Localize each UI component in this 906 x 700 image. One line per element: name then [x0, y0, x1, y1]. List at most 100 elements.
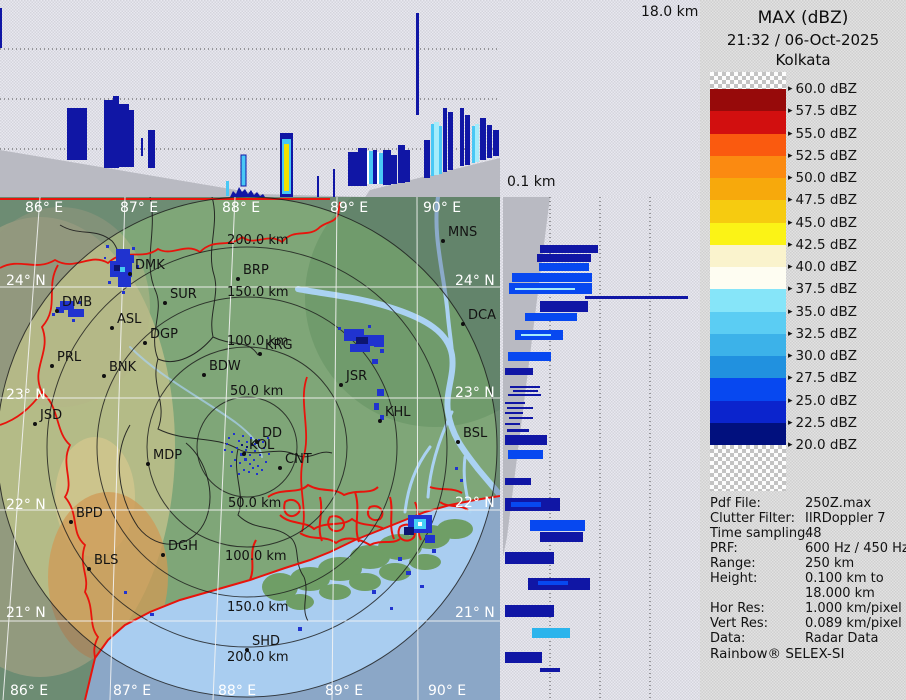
station-label: MDP: [153, 448, 183, 463]
tick-value: 25.0 dBZ: [795, 392, 857, 409]
colorbar-tick: ▸ 60.0 dBZ: [788, 81, 857, 97]
tick-value: 40.0 dBZ: [795, 259, 857, 275]
range-ring-label: 200.0 km: [227, 233, 289, 248]
tick-value: 60.0 dBZ: [795, 81, 857, 97]
metadata-value: 48: [805, 526, 822, 541]
colorbar-tick: ▸ 47.5 dBZ: [788, 192, 857, 208]
tick-arrow-icon: ▸: [788, 306, 793, 317]
station-dot: [255, 440, 259, 444]
tick-arrow-icon: ▸: [788, 262, 793, 272]
station-label: JSR: [346, 369, 368, 384]
station-dot: [146, 462, 150, 466]
station-label: CNT: [285, 452, 312, 467]
range-ring-label: 100.0 km: [225, 549, 287, 564]
station-label: BDW: [209, 359, 241, 374]
colorbar-band: [710, 356, 786, 379]
tick-arrow-icon: ▸: [788, 417, 793, 428]
station-dot: [50, 364, 54, 368]
tick-arrow-icon: ▸: [788, 284, 793, 295]
station-label: ASL: [117, 312, 142, 327]
longitude-label-bottom: 90° E: [428, 683, 467, 699]
metadata-row: Time sampling: 48: [710, 526, 900, 541]
tick-value: 52.5 dBZ: [795, 147, 857, 164]
tick-arrow-icon: ▸: [788, 106, 793, 117]
latitude-label-left: 21° N: [6, 605, 46, 621]
colorbar-tick: ▸ 25.0 dBZ: [788, 393, 857, 409]
latitude-label-left: 22° N: [6, 497, 46, 513]
station-label: DD: [262, 426, 283, 441]
metadata-label: Height:: [710, 571, 758, 586]
colorbar-band: [710, 400, 786, 423]
legend-panel: MAX (dBZ) 21:32 / 06-Oct-2025 Kolkata ▸ 6…: [700, 0, 906, 700]
metadata-value: 600 Hz / 450 Hz: [805, 541, 906, 556]
latitude-label-left: 23° N: [6, 387, 46, 403]
longitude-label-top: 90° E: [423, 200, 462, 216]
station-dot: [242, 452, 246, 456]
tick-value: 32.5 dBZ: [795, 325, 857, 342]
tick-arrow-icon: ▸: [788, 128, 793, 139]
colorbar-band: [710, 289, 786, 312]
colorbar-tick: ▸ 20.0 dBZ: [788, 437, 857, 453]
station-dot: [378, 419, 382, 423]
longitude-label-bottom: 86° E: [10, 683, 49, 699]
station-dot: [128, 272, 132, 276]
station-dot: [245, 648, 249, 652]
station-label: MNS: [448, 225, 478, 240]
colorbar-tick: ▸ 52.5 dBZ: [788, 148, 857, 164]
colorbar-tick: ▸ 57.5 dBZ: [788, 103, 857, 119]
latitude-label-right: 24° N: [455, 273, 495, 289]
echo-bars-side: [505, 245, 688, 672]
map-echoes: [52, 245, 463, 631]
metadata-label: Clutter Filter:: [710, 511, 795, 526]
metadata-row: 18.000 km: [710, 586, 900, 601]
latitude-label-right: 22° N: [455, 495, 495, 511]
cross-section-side-graphic: [503, 197, 688, 700]
colorbar-band: [710, 244, 786, 267]
station-dot: [161, 553, 165, 557]
map-graphic: [0, 197, 500, 700]
tick-value: 57.5 dBZ: [795, 103, 857, 120]
software-name: Rainbow® SELEX-SI: [710, 646, 845, 662]
tick-arrow-icon: ▸: [788, 440, 793, 450]
station-dot: [33, 422, 37, 426]
datetime-label: 21:32 / 06-Oct-2025: [726, 31, 880, 49]
cross-section-top-graphic: [0, 8, 500, 197]
colorbar-band: [710, 200, 786, 223]
latitude-label-right: 21° N: [455, 605, 495, 621]
colorbar-band: [710, 72, 786, 89]
tick-arrow-icon: ▸: [788, 150, 793, 161]
tick-value: 50.0 dBZ: [795, 170, 857, 186]
range-rings: [0, 197, 498, 698]
station-dot: [441, 239, 445, 243]
metadata-value: 0.089 km/pixel: [805, 616, 902, 631]
station-dot: [163, 301, 167, 305]
tick-arrow-icon: ▸: [788, 84, 793, 94]
colorbar-band: [710, 178, 786, 201]
colorbar-band: [710, 378, 786, 401]
latitude-label-left: 24° N: [6, 273, 46, 289]
range-ring-label: 150.0 km: [227, 285, 289, 300]
station-dot: [339, 383, 343, 387]
reflectivity-colorbar: [710, 72, 786, 491]
metadata-label: Data:: [710, 631, 746, 646]
metadata-row: Hor Res: 1.000 km/pixel: [710, 601, 902, 616]
echo-bars-top: [0, 8, 499, 197]
station-dot: [258, 352, 262, 356]
tick-value: 35.0 dBZ: [795, 303, 857, 320]
metadata-value: 1.000 km/pixel: [805, 601, 902, 616]
colorbar-tick: ▸ 37.5 dBZ: [788, 281, 857, 297]
tick-arrow-icon: ▸: [788, 173, 793, 183]
tick-value: 20.0 dBZ: [795, 437, 857, 453]
station-label: PRL: [57, 350, 82, 365]
station-label: DCA: [468, 308, 496, 323]
station-label: SHD: [252, 634, 281, 649]
latitude-label-right: 23° N: [455, 385, 495, 401]
radar-map[interactable]: 86° E 87° E 88° E 89° E 90° E 86° E 87° E 88° E…: [0, 197, 500, 700]
range-ring-label: 200.0 km: [227, 650, 289, 665]
metadata-value: 250 km: [805, 556, 855, 571]
rivers: [129, 197, 500, 514]
metadata-value: 0.100 km to: [805, 571, 884, 586]
range-ring-label: 150.0 km: [227, 600, 289, 615]
tick-value: 22.5 dBZ: [795, 414, 857, 431]
